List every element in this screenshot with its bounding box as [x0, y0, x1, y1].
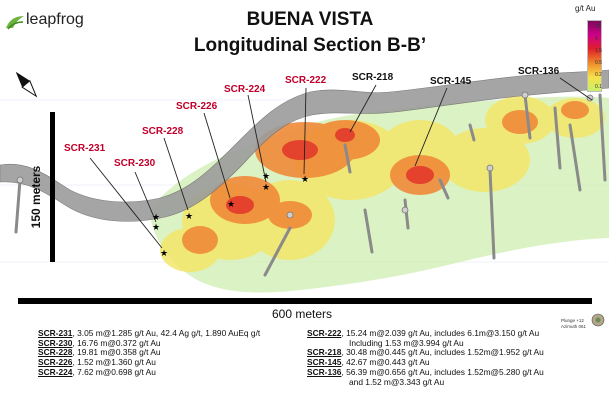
svg-text:★: ★ [152, 213, 160, 223]
view-orientation-icon [591, 313, 605, 327]
page-title: BUENA VISTA [246, 9, 374, 30]
result-hole-id: SCR-145 [307, 357, 342, 368]
result-text: , 19.81 m@0.358 g/t Au [72, 347, 161, 358]
hole-label-scr-230: SCR-230 [114, 158, 156, 169]
result-text: , 30.48 m@0.445 g/t Au, includes 1.52m@1… [341, 347, 544, 358]
result-text: , 56.39 m@0.656 g/t Au, includes 1.52m@5… [341, 366, 544, 377]
svg-text:★: ★ [152, 223, 160, 233]
result-continuation: and 1.52 m@3.343 g/t Au [307, 376, 544, 388]
leapfrog-logo-icon [6, 16, 24, 30]
svg-text:★: ★ [160, 249, 168, 259]
result-continuation-text: Including 1.53 m@3.994 g/t Au [349, 337, 464, 348]
hole-label-scr-228: SCR-228 [142, 126, 184, 137]
result-row: SCR-231, 3.05 m@1.285 g/t Au, 42.4 Ag g/… [38, 328, 261, 339]
hole-label-scr-226: SCR-226 [176, 101, 218, 112]
result-hole-id: SCR-224 [38, 366, 73, 377]
svg-text:★: ★ [262, 183, 270, 193]
result-text: , 7.62 m@0.698 g/t Au [72, 366, 156, 377]
result-text: , 16.76 m@0.372 g/t Au [72, 337, 161, 348]
result-row: SCR-228, 19.81 m@0.358 g/t Au [38, 348, 260, 358]
result-row: SCR-222, 15.24 m@2.039 g/t Au, includes … [307, 328, 544, 339]
hole-label-scr-222: SCR-222 [285, 75, 327, 86]
svg-text:★: ★ [301, 175, 309, 185]
result-text: , 15.24 m@2.039 g/t Au, includes 6.1m@3.… [341, 328, 540, 338]
results-right: SCR-222, 15.24 m@2.039 g/t Au, includes … [307, 328, 544, 388]
hole-label-scr-145: SCR-145 [430, 76, 472, 87]
result-text: , 42.67 m@0.443 g/t Au [341, 357, 430, 368]
legend-tick: 0.2 [595, 72, 602, 78]
result-hole-id: SCR-230 [38, 337, 73, 348]
result-hole-id: SCR-231 [38, 328, 73, 338]
azimuth-label: Azimuth 061 [561, 324, 587, 329]
result-text: , 3.05 m@1.285 g/t Au, 42.4 Ag g/t, 1.89… [72, 328, 261, 338]
high-grade-cores [226, 128, 434, 214]
hole-collars [16, 91, 594, 219]
svg-text:★: ★ [227, 200, 235, 210]
result-hole-id: SCR-218 [307, 347, 342, 358]
legend-tick: 0.1 [595, 84, 602, 90]
horizontal-scale-bar [18, 298, 592, 304]
legend-tick: 1.5 [595, 48, 602, 54]
result-row: SCR-230, 16.76 m@0.372 g/t Au [38, 337, 260, 349]
svg-text:★: ★ [262, 172, 270, 182]
hole-label-scr-231: SCR-231 [64, 143, 106, 154]
topography-surface [0, 69, 609, 222]
hole-label-scr-224: SCR-224 [224, 84, 266, 95]
result-continuation: Including 1.53 m@3.994 g/t Au [307, 337, 544, 349]
vertical-scale-bar [50, 112, 55, 262]
hole-label-scr-218: SCR-218 [352, 72, 394, 83]
result-row: SCR-145, 42.67 m@0.443 g/t Au [307, 357, 544, 368]
legend-tick: 0.5 [595, 60, 602, 66]
plunge-label: Plunge +12 [561, 318, 584, 323]
result-continuation-text: and 1.52 m@3.343 g/t Au [349, 376, 445, 387]
result-row: SCR-218, 30.48 m@0.445 g/t Au, includes … [307, 348, 544, 358]
view-orientation-text: Plunge +12 Azimuth 061 [561, 318, 586, 330]
section-title: Longitudinal Section B-B’ [193, 35, 427, 56]
result-hole-id: SCR-136 [307, 366, 342, 377]
north-arrow-icon [15, 71, 38, 98]
label-leaders [89, 77, 593, 249]
result-hole-id: SCR-222 [307, 328, 342, 338]
hole-label-scr-136: SCR-136 [518, 66, 560, 77]
svg-text:★: ★ [185, 212, 193, 222]
legend-tick: 5 [595, 36, 598, 42]
brand-name: leapfrog [26, 11, 84, 28]
result-hole-id: SCR-226 [38, 357, 73, 368]
result-text: , 1.52 m@1.360 g/t Au [72, 357, 156, 368]
result-row: SCR-224, 7.62 m@0.698 g/t Au [38, 366, 260, 378]
vertical-scale-label: 150 meters [29, 165, 43, 229]
drill-holes [14, 93, 607, 277]
result-row: SCR-226, 1.52 m@1.360 g/t Au [38, 357, 260, 368]
legend-title: g/t Au [575, 4, 596, 13]
result-row: SCR-136, 56.39 m@0.656 g/t Au, includes … [307, 366, 544, 378]
legend-color-scale [587, 20, 602, 92]
legend-tick: 10 [595, 24, 601, 30]
horizontal-scale-label: 600 meters [272, 307, 333, 321]
results-left: SCR-231, 3.05 m@1.285 g/t Au, 42.4 Ag g/… [38, 328, 261, 378]
intercept-stars: ★ ★ ★ ★ ★ ★ ★ ★ [152, 172, 309, 259]
result-hole-id: SCR-228 [38, 347, 73, 358]
